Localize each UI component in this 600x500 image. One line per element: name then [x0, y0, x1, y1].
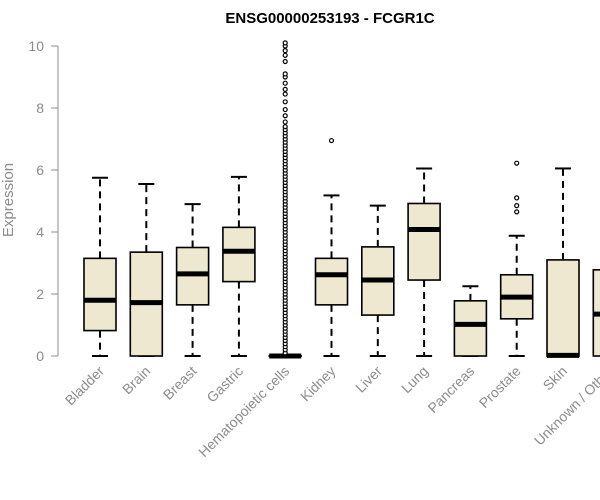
outlier-point [282, 80, 288, 86]
x-tick-label: Kidney [297, 363, 339, 405]
box-iqr [453, 300, 488, 357]
box-hematopoietic-cells [268, 40, 303, 359]
x-tick-label: Brain [119, 363, 153, 397]
box-series [83, 40, 600, 359]
x-tick-label: Prostate [476, 363, 524, 411]
x-tick-label: Lung [398, 363, 431, 396]
y-axis-label: Expression [0, 163, 17, 237]
outlier-point [282, 91, 288, 97]
outlier-point [514, 195, 520, 201]
y-tick-label: 4 [36, 224, 44, 240]
outlier-point [282, 71, 288, 77]
x-tick-label: Gastric [203, 363, 246, 406]
x-tick-label: Skin [540, 363, 571, 394]
box-iqr [83, 257, 117, 332]
outlier-point [514, 209, 520, 215]
x-tick-label: Pancreas [424, 363, 477, 416]
box-iqr [546, 259, 580, 357]
box-lung [407, 167, 441, 357]
box-unknown-other [592, 269, 600, 357]
x-tick-label: Liver [352, 363, 385, 396]
outlier-point [282, 48, 288, 54]
box-kidney [314, 137, 349, 357]
box-iqr [222, 226, 256, 283]
x-tick-label: Hematopoietic cells [195, 363, 292, 460]
box-breast [175, 203, 210, 357]
outlier-point [514, 203, 520, 209]
y-tick-label: 6 [36, 162, 44, 178]
box-iqr [314, 257, 349, 306]
y-tick-label: 2 [36, 286, 44, 302]
box-brain [129, 182, 164, 357]
outlier-point [282, 113, 288, 119]
box-liver [360, 204, 395, 357]
y-axis: 0 2 4 6 8 10 [28, 38, 59, 364]
box-bladder [83, 176, 117, 357]
outlier-point [282, 99, 288, 105]
y-tick-label: 10 [28, 38, 44, 54]
x-tick-label: Breast [160, 363, 200, 403]
chart-title: ENSG00000253193 - FCGR1C [225, 10, 434, 27]
outlier-point [282, 119, 288, 125]
outlier-point [282, 123, 288, 130]
box-iqr [407, 202, 441, 281]
outlier-point [282, 86, 288, 93]
y-tick-label: 8 [36, 100, 44, 116]
box-prostate [499, 160, 534, 357]
box-gastric [222, 175, 256, 357]
outlier-point [328, 137, 335, 144]
x-tick-label: Bladder [62, 363, 108, 409]
outlier-point [282, 58, 288, 65]
outlier-point [282, 40, 288, 46]
y-tick-label: 0 [36, 348, 44, 364]
outlier-point [282, 52, 288, 58]
outlier-point [282, 106, 288, 113]
box-pancreas [453, 285, 488, 357]
box-skin [546, 167, 580, 358]
outlier-point [514, 160, 520, 166]
